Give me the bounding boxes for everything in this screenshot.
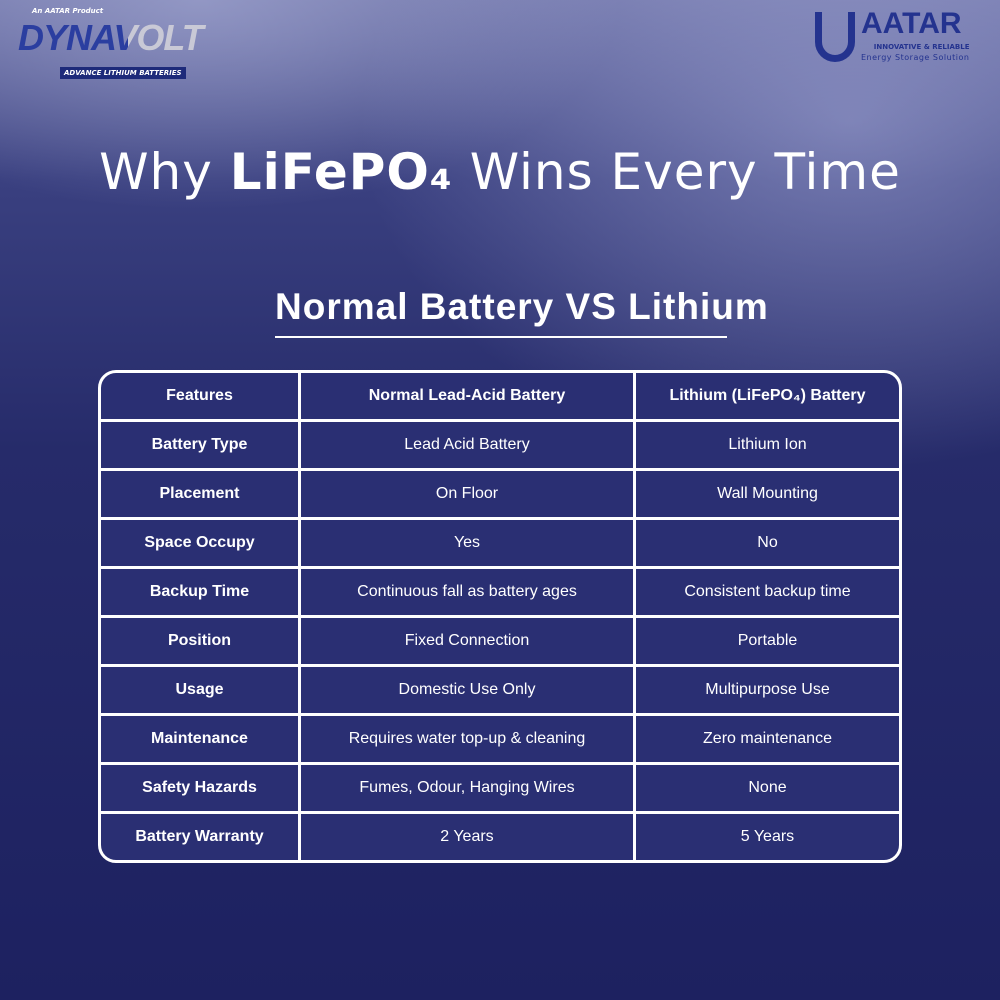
value-cell: Fixed Connection [301,618,633,664]
header-cell: Features [101,373,298,419]
page-title: Why LiFePO₄ Wins Every Time [0,143,1000,201]
feature-cell: Placement [101,471,298,517]
value-cell: Lead Acid Battery [301,422,633,468]
value-cell: Zero maintenance [636,716,899,762]
aatar-mark-icon [815,12,855,62]
value-cell: Portable [636,618,899,664]
value-cell: Lithium Ion [636,422,899,468]
subtitle: Normal Battery VS Lithium [275,286,768,338]
value-cell: Domestic Use Only [301,667,633,713]
value-cell: On Floor [301,471,633,517]
value-cell: Requires water top-up & cleaning [301,716,633,762]
feature-cell: Space Occupy [101,520,298,566]
value-cell: Yes [301,520,633,566]
feature-cell: Maintenance [101,716,298,762]
aatar-tagline1: INNOVATIVE & RELIABLE [873,43,970,51]
title-post: Wins Every Time [452,143,901,201]
feature-cell: Battery Type [101,422,298,468]
logo-name: DYNAVOLT [18,16,218,60]
feature-cell: Position [101,618,298,664]
aatar-tagline2: Energy Storage Solution [861,53,970,62]
aatar-name: AATAR [861,7,962,40]
logo-tagline: ADVANCE LITHIUM BATTERIES [60,67,186,79]
header-cell: Lithium (LiFePO₄) Battery [636,373,899,419]
title-pre: Why [99,143,230,201]
comparison-table: Features Normal Lead-Acid Battery Lithium … [98,370,902,863]
dynavolt-logo: An AATAR Product DYNAVOLT ADVANCE LITHIU… [18,6,218,79]
value-cell: Continuous fall as battery ages [301,569,633,615]
feature-cell: Safety Hazards [101,765,298,811]
feature-cell: Battery Warranty [101,814,298,860]
value-cell: Fumes, Odour, Hanging Wires [301,765,633,811]
aatar-logo: AATAR INNOVATIVE & RELIABLE Energy Stora… [815,6,969,63]
value-cell: None [636,765,899,811]
value-cell: Multipurpose Use [636,667,899,713]
value-cell: Consistent backup time [636,569,899,615]
feature-cell: Backup Time [101,569,298,615]
value-cell: Wall Mounting [636,471,899,517]
value-cell: 2 Years [301,814,633,860]
value-cell: No [636,520,899,566]
feature-cell: Usage [101,667,298,713]
title-bold: LiFePO₄ [229,143,453,201]
logo-pre: An AATAR Product [32,7,104,15]
header-cell: Normal Lead-Acid Battery [301,373,633,419]
value-cell: 5 Years [636,814,899,860]
